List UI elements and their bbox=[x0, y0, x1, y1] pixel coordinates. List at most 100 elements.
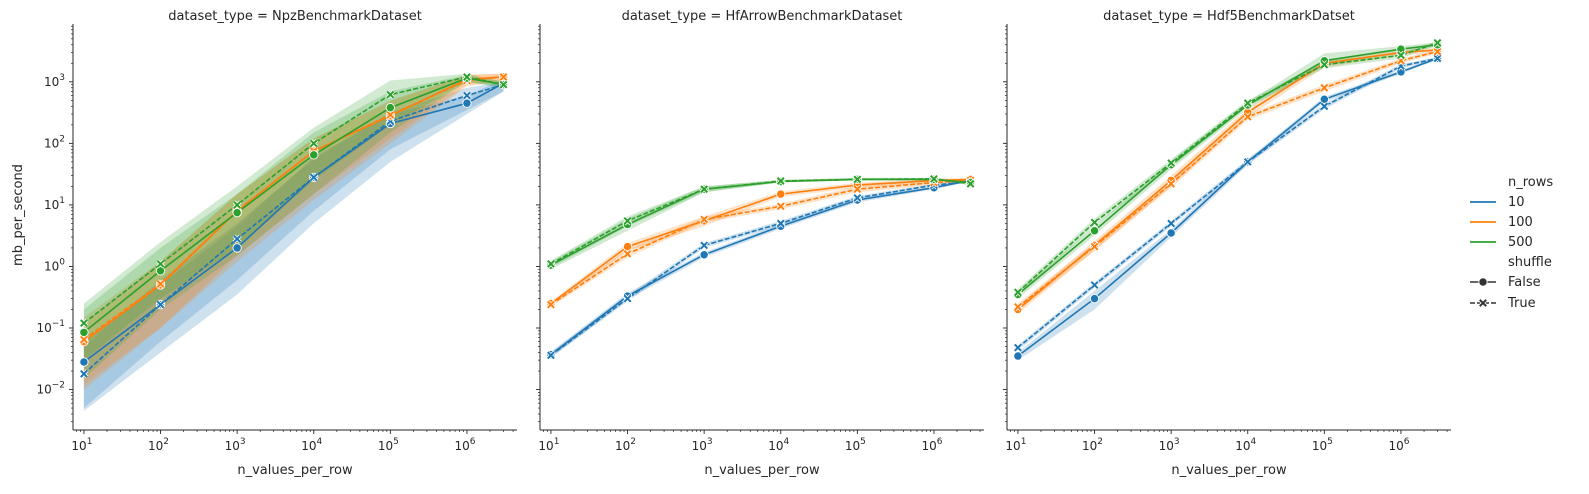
panels: dataset_type = NpzBenchmarkDataset 101 102… bbox=[36, 9, 1451, 478]
data-point bbox=[1320, 60, 1329, 69]
legend-label: 500 bbox=[1508, 235, 1533, 250]
y-axis-label: mb_per_second bbox=[11, 164, 26, 266]
data-point bbox=[232, 207, 242, 218]
y-tick-label: 10−2 bbox=[36, 381, 65, 397]
x-axis-label: n_values_per_row bbox=[1171, 463, 1287, 478]
data-point bbox=[1433, 38, 1442, 47]
data-point bbox=[1089, 293, 1100, 304]
x-tick-label: 102 bbox=[148, 437, 169, 453]
legend-title-style: shuffle bbox=[1508, 255, 1552, 270]
legend-marker bbox=[1479, 299, 1487, 307]
x-axis-label: n_values_per_row bbox=[237, 463, 353, 478]
x-tick-label: 106 bbox=[1388, 437, 1409, 453]
x-tick-label: 103 bbox=[225, 437, 246, 453]
data-point bbox=[776, 189, 786, 199]
ci-band bbox=[550, 180, 971, 358]
x-tick-label: 104 bbox=[768, 437, 789, 453]
panel-title: dataset_type = NpzBenchmarkDataset bbox=[168, 9, 422, 24]
data-point bbox=[233, 200, 242, 209]
ci-band bbox=[550, 179, 971, 358]
data-point bbox=[1397, 51, 1405, 60]
data-point bbox=[1320, 83, 1329, 92]
data-point bbox=[699, 250, 709, 260]
data-point bbox=[1089, 226, 1100, 236]
x-tick-label: 101 bbox=[538, 437, 559, 453]
legend: n_rows 10 100 500 shuffle False True bbox=[1470, 175, 1553, 311]
ci-band bbox=[550, 177, 971, 268]
x-tick-label: 103 bbox=[692, 437, 713, 453]
data-point bbox=[80, 335, 88, 344]
x-tick-label: 105 bbox=[378, 437, 399, 453]
panel-2: dataset_type = HfArrowBenchmarkDataset 10… bbox=[536, 9, 984, 478]
data-point bbox=[499, 73, 508, 81]
data-point bbox=[1167, 159, 1176, 167]
data-point bbox=[1243, 112, 1252, 121]
data-point bbox=[1090, 281, 1099, 289]
y-tick-label: 101 bbox=[44, 196, 65, 212]
data-point bbox=[1167, 179, 1176, 188]
ci-band bbox=[1017, 57, 1438, 361]
data-point bbox=[853, 175, 862, 184]
data-point bbox=[1243, 157, 1252, 166]
data-point bbox=[309, 139, 318, 148]
data-point bbox=[776, 202, 785, 211]
panel-title: dataset_type = Hdf5BenchmarkDatset bbox=[1103, 9, 1355, 24]
data-point bbox=[547, 351, 555, 360]
data-point bbox=[156, 280, 165, 288]
data-point bbox=[1320, 102, 1329, 111]
data-point bbox=[1319, 94, 1330, 104]
data-point bbox=[700, 241, 709, 250]
data-point bbox=[386, 90, 395, 99]
legend-marker bbox=[1478, 277, 1488, 287]
data-point bbox=[80, 369, 88, 378]
legend-title-hue: n_rows bbox=[1508, 175, 1553, 190]
data-point bbox=[700, 185, 709, 194]
x-tick-label: 106 bbox=[454, 437, 475, 453]
y-tick-label: 103 bbox=[44, 73, 65, 89]
data-point bbox=[776, 177, 785, 185]
legend-label: False bbox=[1508, 275, 1541, 290]
y-tick-label: 100 bbox=[44, 257, 65, 273]
x-tick-label: 103 bbox=[1159, 437, 1180, 453]
data-point bbox=[623, 294, 632, 303]
data-point bbox=[80, 319, 88, 328]
x-tick-label: 104 bbox=[1235, 437, 1256, 453]
x-tick-label: 106 bbox=[921, 437, 942, 453]
data-point bbox=[853, 185, 862, 194]
x-tick-label: 101 bbox=[71, 437, 92, 453]
data-point bbox=[776, 219, 785, 228]
data-point bbox=[1243, 99, 1252, 108]
x-tick-label: 105 bbox=[845, 437, 866, 453]
data-point bbox=[1014, 343, 1022, 352]
legend-label: 10 bbox=[1508, 195, 1525, 210]
data-point bbox=[309, 150, 319, 160]
ci-band bbox=[550, 178, 971, 306]
data-point bbox=[463, 73, 471, 81]
data-point bbox=[700, 215, 709, 224]
x-tick-label: 102 bbox=[1082, 437, 1103, 453]
ci-band bbox=[83, 79, 504, 411]
x-tick-label: 101 bbox=[1005, 437, 1026, 453]
data-point bbox=[156, 259, 165, 268]
data-point bbox=[1433, 47, 1442, 56]
x-tick-label: 105 bbox=[1312, 437, 1333, 453]
x-tick-label: 104 bbox=[301, 437, 322, 453]
x-axis-label: n_values_per_row bbox=[704, 463, 820, 478]
data-point bbox=[309, 173, 318, 182]
y-tick-label: 102 bbox=[44, 134, 65, 150]
data-point bbox=[463, 91, 471, 100]
x-tick-label: 102 bbox=[615, 437, 636, 453]
data-point bbox=[79, 357, 89, 367]
data-point bbox=[623, 216, 632, 225]
data-point bbox=[1014, 288, 1022, 297]
panel-1: dataset_type = NpzBenchmarkDataset 101 102… bbox=[36, 9, 517, 478]
panel-title: dataset_type = HfArrowBenchmarkDataset bbox=[622, 9, 903, 24]
data-point bbox=[853, 193, 862, 202]
data-point bbox=[1014, 303, 1022, 311]
data-point bbox=[1090, 242, 1099, 251]
data-point bbox=[385, 103, 396, 113]
data-point bbox=[233, 235, 242, 243]
y-tick-label: 10−1 bbox=[36, 319, 65, 335]
panel-3: dataset_type = Hdf5BenchmarkDatset 101 102… bbox=[1003, 9, 1451, 478]
